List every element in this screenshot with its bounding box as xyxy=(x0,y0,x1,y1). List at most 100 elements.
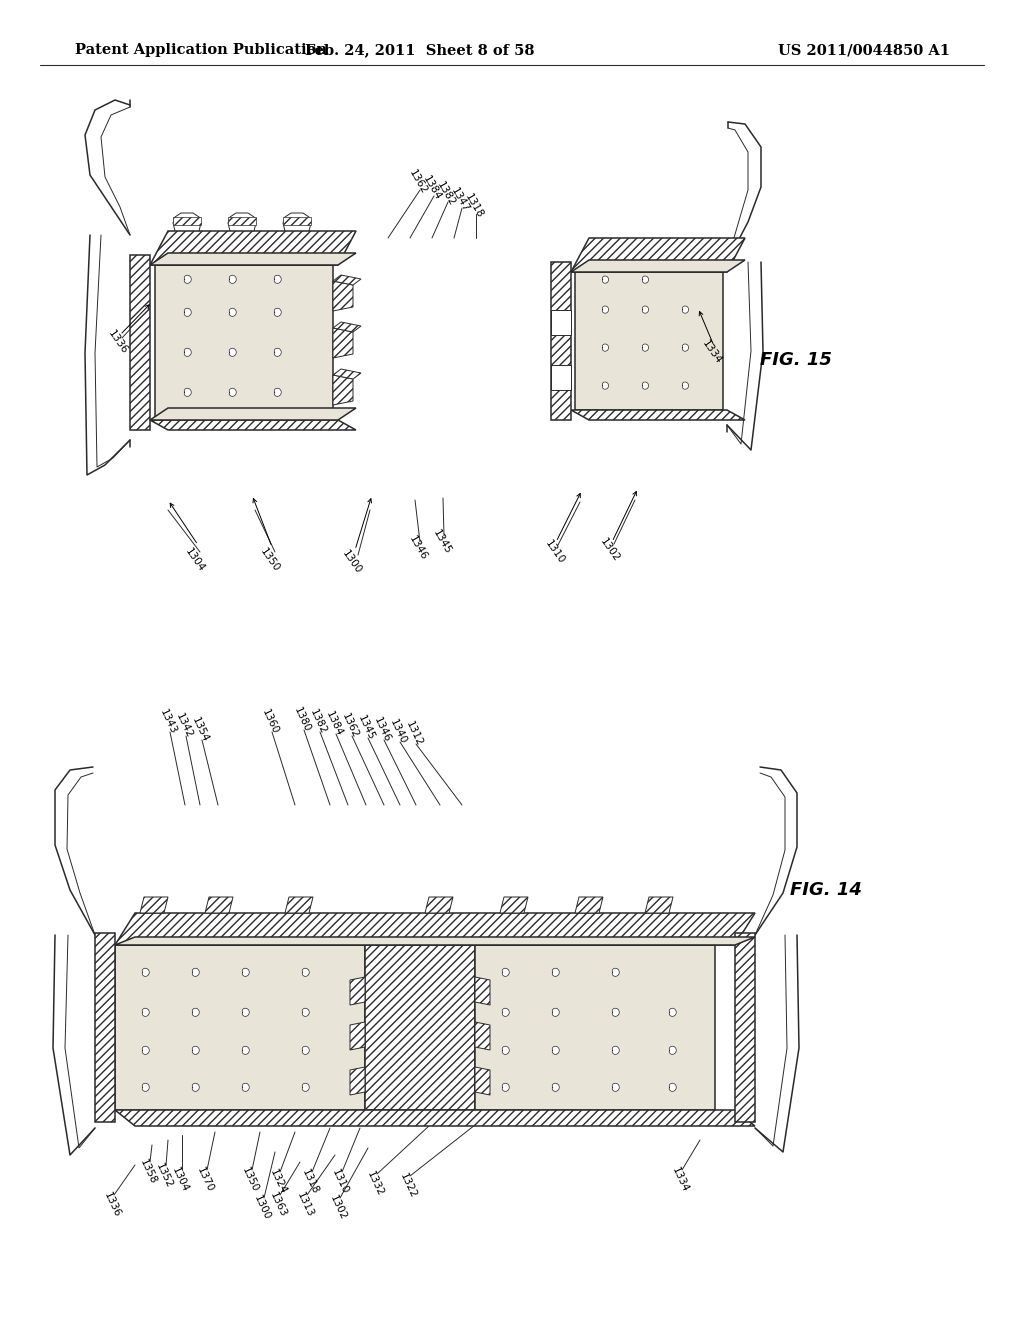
Text: 1300: 1300 xyxy=(252,1195,272,1222)
Text: 1324: 1324 xyxy=(268,1168,288,1196)
Polygon shape xyxy=(612,1008,620,1016)
Text: 1350: 1350 xyxy=(258,546,282,574)
Polygon shape xyxy=(682,345,688,351)
Text: 1380: 1380 xyxy=(292,706,312,734)
Polygon shape xyxy=(602,306,608,313)
Polygon shape xyxy=(333,322,361,333)
Polygon shape xyxy=(229,348,237,356)
Text: 1345: 1345 xyxy=(431,528,453,556)
Polygon shape xyxy=(193,969,200,977)
Polygon shape xyxy=(333,281,353,312)
Polygon shape xyxy=(735,933,755,1122)
Polygon shape xyxy=(552,969,559,977)
Polygon shape xyxy=(115,913,755,945)
Text: 1346: 1346 xyxy=(408,535,429,562)
Polygon shape xyxy=(552,1008,559,1016)
Text: 1384: 1384 xyxy=(421,174,443,202)
Text: 1342: 1342 xyxy=(174,711,195,741)
Polygon shape xyxy=(115,1110,755,1126)
Polygon shape xyxy=(155,265,333,420)
Text: 1336: 1336 xyxy=(101,1191,122,1220)
Polygon shape xyxy=(642,306,648,313)
Polygon shape xyxy=(333,275,361,285)
Polygon shape xyxy=(642,345,648,351)
Text: 1363: 1363 xyxy=(268,1191,288,1220)
Text: Patent Application Publication: Patent Application Publication xyxy=(75,44,327,57)
Text: 1360: 1360 xyxy=(260,708,281,737)
Polygon shape xyxy=(502,1047,509,1055)
Polygon shape xyxy=(682,381,688,389)
Polygon shape xyxy=(115,937,755,945)
Text: 1354: 1354 xyxy=(189,715,210,744)
Text: 1345: 1345 xyxy=(356,714,376,742)
Text: 1382: 1382 xyxy=(308,708,328,737)
Polygon shape xyxy=(229,309,237,317)
Text: 1322: 1322 xyxy=(398,1172,418,1200)
Polygon shape xyxy=(243,1008,249,1016)
Polygon shape xyxy=(551,366,571,389)
Text: 1304: 1304 xyxy=(183,546,207,574)
Polygon shape xyxy=(302,1084,309,1092)
Polygon shape xyxy=(274,276,282,284)
Polygon shape xyxy=(612,1047,620,1055)
Text: 1362: 1362 xyxy=(408,168,429,195)
Polygon shape xyxy=(602,276,608,284)
Text: 1336: 1336 xyxy=(106,329,130,355)
Polygon shape xyxy=(193,1008,200,1016)
Polygon shape xyxy=(302,1008,309,1016)
Polygon shape xyxy=(333,370,361,379)
Polygon shape xyxy=(205,898,233,913)
Polygon shape xyxy=(302,1047,309,1055)
Polygon shape xyxy=(193,1047,200,1055)
Polygon shape xyxy=(115,945,365,1110)
Text: 1302: 1302 xyxy=(328,1193,348,1222)
Polygon shape xyxy=(184,388,191,396)
Polygon shape xyxy=(184,348,191,356)
Text: 1334: 1334 xyxy=(700,338,724,366)
Text: 1362: 1362 xyxy=(340,711,360,741)
Polygon shape xyxy=(571,238,745,272)
Text: 1340: 1340 xyxy=(388,718,409,746)
Text: 1302: 1302 xyxy=(598,536,622,564)
Polygon shape xyxy=(670,1008,676,1016)
Text: 1346: 1346 xyxy=(372,715,392,744)
Polygon shape xyxy=(500,898,528,913)
Polygon shape xyxy=(130,255,150,430)
Polygon shape xyxy=(142,969,150,977)
Polygon shape xyxy=(350,1067,365,1096)
Polygon shape xyxy=(243,1047,249,1055)
Text: 1318: 1318 xyxy=(463,191,485,220)
Text: 1384: 1384 xyxy=(324,710,344,738)
Polygon shape xyxy=(274,388,282,396)
Polygon shape xyxy=(302,969,309,977)
Polygon shape xyxy=(243,1084,249,1092)
Polygon shape xyxy=(333,375,353,405)
Polygon shape xyxy=(502,1084,509,1092)
Text: 1312: 1312 xyxy=(403,719,424,748)
Polygon shape xyxy=(602,345,608,351)
Polygon shape xyxy=(333,327,353,358)
Polygon shape xyxy=(645,898,673,913)
Polygon shape xyxy=(142,1008,150,1016)
Text: US 2011/0044850 A1: US 2011/0044850 A1 xyxy=(778,44,950,57)
Text: 1304: 1304 xyxy=(170,1166,190,1195)
Text: 1310: 1310 xyxy=(544,539,566,566)
Polygon shape xyxy=(365,945,475,1110)
Text: 1352: 1352 xyxy=(154,1162,174,1191)
Polygon shape xyxy=(173,216,201,224)
Text: 1343: 1343 xyxy=(158,708,178,737)
Polygon shape xyxy=(571,260,745,272)
Text: 1370: 1370 xyxy=(195,1166,215,1195)
Text: 1382: 1382 xyxy=(435,180,457,209)
Polygon shape xyxy=(551,261,571,420)
Text: 1332: 1332 xyxy=(365,1170,385,1199)
Text: 1310: 1310 xyxy=(330,1168,350,1196)
Polygon shape xyxy=(274,309,282,317)
Polygon shape xyxy=(285,898,313,913)
Polygon shape xyxy=(551,310,571,335)
Polygon shape xyxy=(228,216,256,224)
Polygon shape xyxy=(274,348,282,356)
Polygon shape xyxy=(95,933,115,1122)
Polygon shape xyxy=(150,253,356,265)
Polygon shape xyxy=(193,1084,200,1092)
